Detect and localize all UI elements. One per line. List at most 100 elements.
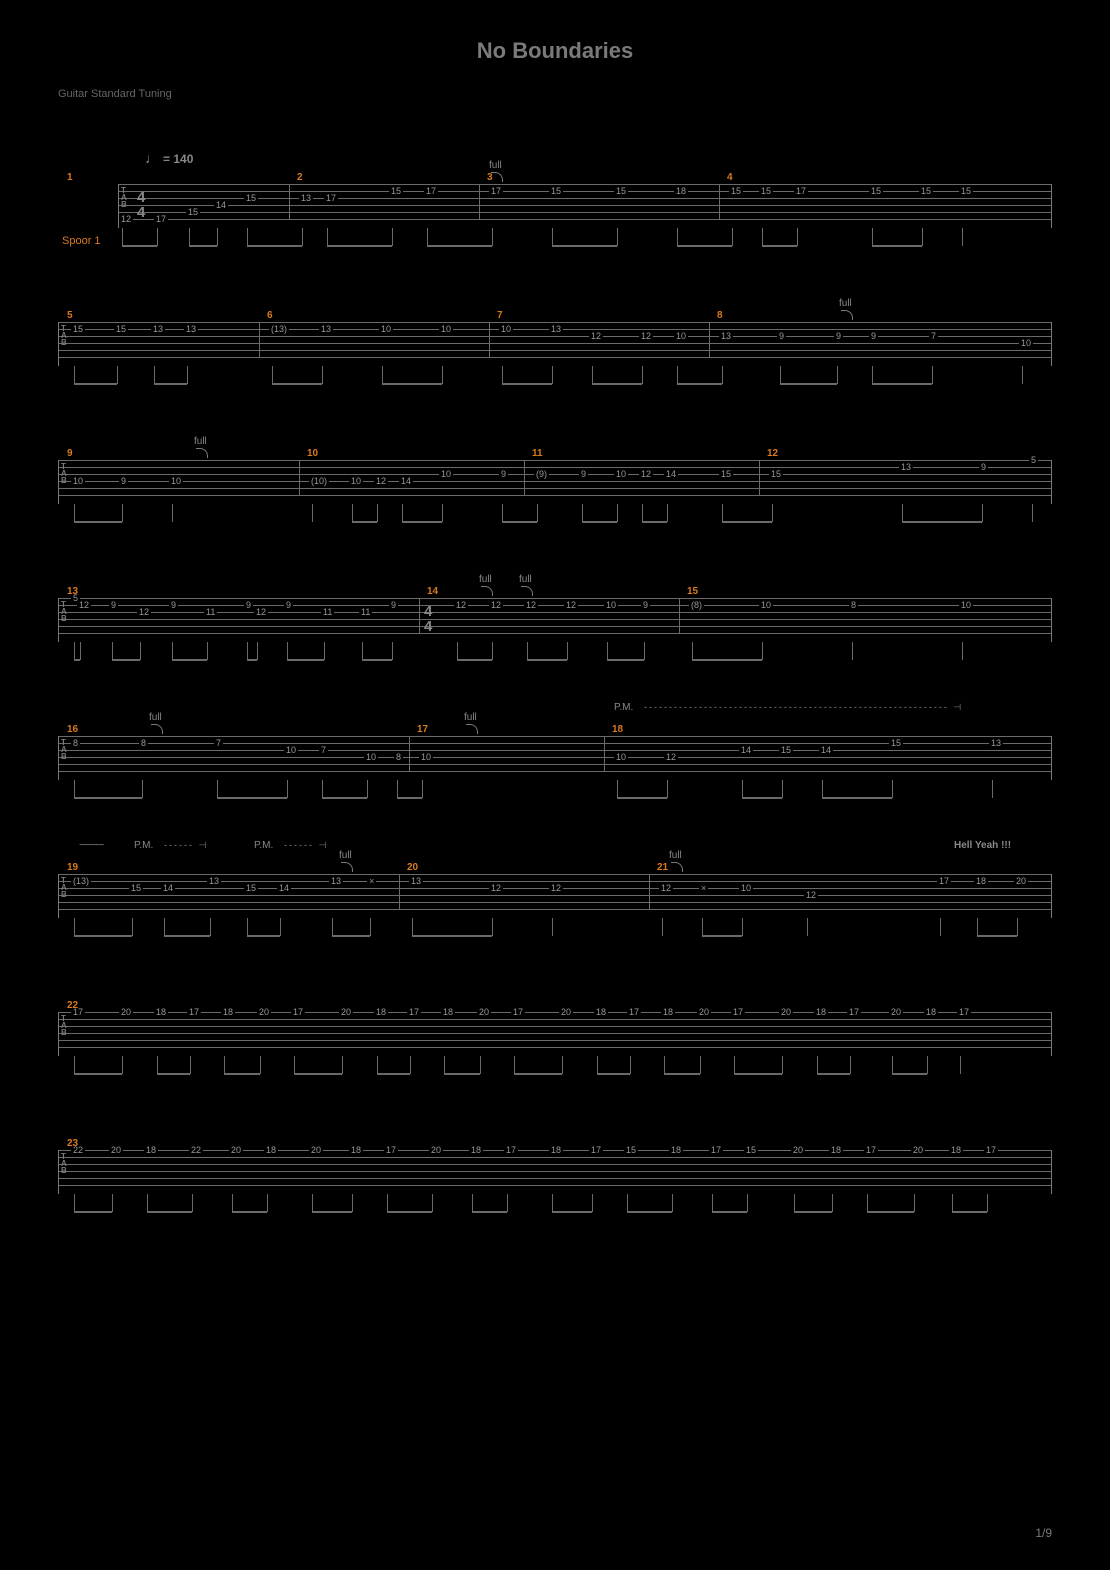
- bend-arrow-icon: [151, 724, 163, 734]
- fret-number: 17: [291, 1008, 305, 1016]
- fret-number: 15: [889, 739, 903, 747]
- note-beam: [552, 1211, 592, 1213]
- barline: [409, 736, 410, 771]
- fret-number: 10: [614, 753, 628, 761]
- note-stem: [422, 780, 423, 798]
- palm-mute-dashes: ------ ⊣: [284, 840, 328, 851]
- fret-number: 15: [244, 884, 258, 892]
- fret-number: 17: [864, 1146, 878, 1154]
- fret-number: 15: [779, 746, 793, 754]
- note-stem: [502, 504, 503, 522]
- note-beam: [352, 521, 377, 523]
- fret-number: 8: [139, 739, 148, 747]
- fret-number: 17: [407, 1008, 421, 1016]
- note-beam: [154, 383, 187, 385]
- fret-number: 10: [379, 325, 393, 333]
- note-stem: [122, 228, 123, 246]
- fret-number: 20: [109, 1146, 123, 1154]
- fret-number: 18: [674, 187, 688, 195]
- tab-annotation: P.M.: [134, 840, 153, 851]
- tab-annotation: full: [489, 160, 502, 171]
- barline: [604, 736, 605, 771]
- fret-number: 18: [154, 1008, 168, 1016]
- staff-lines: T A B192021(13)151413151413×13121212×101…: [58, 874, 1052, 918]
- fret-number: 15: [869, 187, 883, 195]
- note-beam: [74, 1073, 122, 1075]
- fret-number: 14: [161, 884, 175, 892]
- note-stem: [362, 642, 363, 660]
- note-stem: [442, 366, 443, 384]
- note-stem: [392, 228, 393, 246]
- note-stem: [132, 918, 133, 936]
- page-number: 1/9: [1035, 1526, 1052, 1540]
- note-stem: [367, 780, 368, 798]
- note-stem: [294, 1056, 295, 1074]
- fret-number: 5: [1029, 456, 1038, 464]
- note-beam: [582, 521, 617, 523]
- fret-number: 17: [709, 1146, 723, 1154]
- fret-number: 12: [77, 601, 91, 609]
- note-stem: [207, 642, 208, 660]
- measure-number: 20: [407, 862, 418, 873]
- time-signature-change: 44: [424, 604, 432, 634]
- note-stem: [312, 1194, 313, 1212]
- note-beam: [74, 521, 122, 523]
- fret-number: 12: [549, 884, 563, 892]
- note-stem: [782, 1056, 783, 1074]
- time-signature: 44: [137, 190, 145, 220]
- note-stem: [742, 780, 743, 798]
- fret-number: 12: [564, 601, 578, 609]
- fret-number: 10: [439, 470, 453, 478]
- note-stem: [872, 228, 873, 246]
- note-stem: [762, 642, 763, 660]
- fret-number: 9: [244, 601, 253, 609]
- fret-number: 20: [429, 1146, 443, 1154]
- fret-number: 15: [959, 187, 973, 195]
- note-stem: [342, 1056, 343, 1074]
- note-stem: [552, 918, 553, 936]
- fret-number: 17: [154, 215, 168, 223]
- note-stem: [154, 366, 155, 384]
- note-stem: [722, 504, 723, 522]
- fret-number: (10): [309, 477, 329, 485]
- note-stem: [850, 1056, 851, 1074]
- note-beam: [552, 245, 617, 247]
- note-beam: [902, 521, 982, 523]
- fret-number: 13: [899, 463, 913, 471]
- note-beam: [892, 1073, 927, 1075]
- note-stem: [902, 504, 903, 522]
- note-stem: [982, 504, 983, 522]
- fret-number: 8: [849, 601, 858, 609]
- measure-number: 5: [67, 310, 73, 321]
- note-stem: [507, 1194, 508, 1212]
- tab-annotation: Hell Yeah !!!: [954, 840, 1011, 851]
- note-stem: [677, 366, 678, 384]
- rhythm-stems: [58, 780, 1052, 810]
- fret-number: (8): [689, 601, 704, 609]
- note-stem: [472, 1194, 473, 1212]
- note-stem: [280, 918, 281, 936]
- note-stem: [377, 504, 378, 522]
- note-stem: [852, 642, 853, 660]
- fret-number: 13: [184, 325, 198, 333]
- fret-number: 12: [659, 884, 673, 892]
- note-stem: [287, 780, 288, 798]
- note-beam: [294, 1073, 342, 1075]
- note-beam: [872, 245, 922, 247]
- note-beam: [677, 383, 722, 385]
- fret-number: 15: [549, 187, 563, 195]
- note-stem: [352, 1194, 353, 1212]
- note-beam: [332, 935, 370, 937]
- bend-arrow-icon: [196, 448, 208, 458]
- note-beam: [664, 1073, 700, 1075]
- fret-number: 12: [137, 608, 151, 616]
- note-stem: [164, 918, 165, 936]
- measure-number: 2: [297, 172, 303, 183]
- fret-number: 18: [144, 1146, 158, 1154]
- note-stem: [122, 504, 123, 522]
- fret-number: 17: [324, 194, 338, 202]
- note-beam: [822, 797, 892, 799]
- note-stem: [914, 1194, 915, 1212]
- tab-annotation: P.M.: [254, 840, 273, 851]
- fret-number: 12: [589, 332, 603, 340]
